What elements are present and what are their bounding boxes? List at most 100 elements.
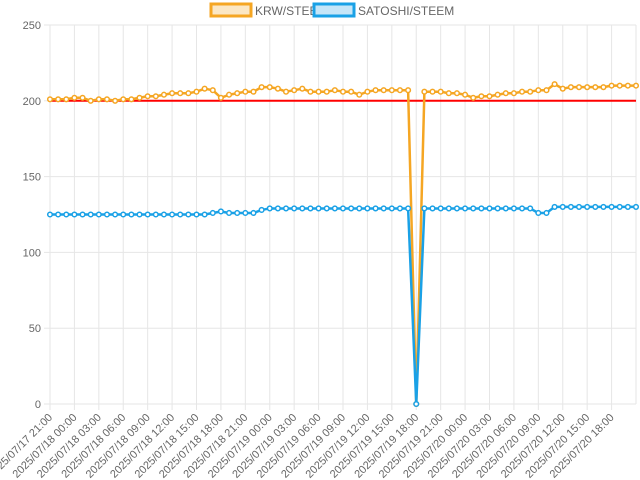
data-point-satoshi-steem[interactable] — [217, 208, 224, 215]
data-point-krw-steem[interactable] — [502, 90, 509, 97]
data-point-krw-steem[interactable] — [144, 93, 151, 100]
data-point-satoshi-steem[interactable] — [445, 205, 452, 212]
data-point-satoshi-steem[interactable] — [478, 205, 485, 212]
data-point-krw-steem[interactable] — [470, 94, 477, 101]
data-point-satoshi-steem[interactable] — [372, 205, 379, 212]
data-point-satoshi-steem[interactable] — [185, 211, 192, 218]
data-point-satoshi-steem[interactable] — [510, 205, 517, 212]
data-point-krw-steem[interactable] — [226, 91, 233, 98]
data-point-satoshi-steem[interactable] — [160, 211, 167, 218]
data-point-krw-steem[interactable] — [567, 84, 574, 91]
data-point-krw-steem[interactable] — [95, 96, 102, 103]
data-point-satoshi-steem[interactable] — [299, 205, 306, 212]
data-point-satoshi-steem[interactable] — [421, 205, 428, 212]
data-point-satoshi-steem[interactable] — [87, 211, 94, 218]
data-point-krw-steem[interactable] — [616, 82, 623, 89]
data-point-krw-steem[interactable] — [177, 90, 184, 97]
data-point-krw-steem[interactable] — [160, 91, 167, 98]
data-point-satoshi-steem[interactable] — [103, 211, 111, 218]
data-point-krw-steem[interactable] — [445, 90, 452, 97]
data-point-krw-steem[interactable] — [136, 94, 143, 101]
data-point-satoshi-steem[interactable] — [543, 209, 550, 217]
data-point-krw-steem[interactable] — [632, 82, 640, 89]
data-point-satoshi-steem[interactable] — [112, 211, 119, 218]
data-point-krw-steem[interactable] — [112, 97, 119, 104]
data-point-satoshi-steem[interactable] — [144, 211, 151, 218]
data-point-krw-steem[interactable] — [152, 93, 159, 100]
data-point-satoshi-steem[interactable] — [323, 205, 330, 212]
data-point-satoshi-steem[interactable] — [575, 203, 583, 210]
data-point-krw-steem[interactable] — [559, 85, 566, 92]
data-point-satoshi-steem[interactable] — [559, 203, 566, 210]
data-point-krw-steem[interactable] — [429, 88, 436, 95]
data-point-satoshi-steem[interactable] — [584, 203, 591, 210]
data-point-satoshi-steem[interactable] — [193, 211, 200, 218]
data-point-krw-steem[interactable] — [250, 88, 257, 95]
data-point-satoshi-steem[interactable] — [266, 205, 273, 212]
data-point-krw-steem[interactable] — [396, 87, 404, 94]
data-point-krw-steem[interactable] — [527, 88, 534, 95]
data-point-satoshi-steem[interactable] — [535, 209, 542, 217]
data-point-krw-steem[interactable] — [87, 97, 94, 104]
data-point-satoshi-steem[interactable] — [282, 205, 290, 212]
data-point-satoshi-steem[interactable] — [486, 205, 493, 212]
data-point-krw-steem[interactable] — [356, 91, 363, 98]
data-point-satoshi-steem[interactable] — [437, 205, 444, 212]
data-point-krw-steem[interactable] — [299, 85, 306, 92]
data-point-satoshi-steem[interactable] — [274, 205, 281, 212]
data-point-satoshi-steem[interactable] — [242, 209, 249, 217]
data-point-krw-steem[interactable] — [535, 87, 542, 94]
data-point-satoshi-steem[interactable] — [46, 211, 54, 218]
data-point-krw-steem[interactable] — [575, 84, 583, 91]
data-point-satoshi-steem[interactable] — [600, 203, 607, 210]
data-point-satoshi-steem[interactable] — [388, 205, 395, 212]
data-point-krw-steem[interactable] — [258, 84, 265, 91]
data-point-krw-steem[interactable] — [315, 88, 322, 95]
data-point-krw-steem[interactable] — [339, 88, 347, 95]
data-point-satoshi-steem[interactable] — [364, 205, 371, 212]
data-point-krw-steem[interactable] — [103, 96, 111, 103]
data-point-krw-steem[interactable] — [201, 85, 208, 92]
data-point-krw-steem[interactable] — [120, 96, 127, 103]
data-point-satoshi-steem[interactable] — [120, 211, 127, 218]
data-point-krw-steem[interactable] — [624, 82, 631, 89]
data-point-satoshi-steem[interactable] — [250, 209, 257, 217]
data-point-satoshi-steem[interactable] — [71, 211, 78, 218]
data-point-satoshi-steem[interactable] — [177, 211, 184, 218]
data-point-satoshi-steem[interactable] — [63, 211, 70, 218]
data-point-krw-steem[interactable] — [380, 87, 387, 94]
data-point-krw-steem[interactable] — [364, 88, 371, 95]
data-point-satoshi-steem[interactable] — [470, 205, 477, 212]
data-point-satoshi-steem[interactable] — [502, 205, 509, 212]
data-point-krw-steem[interactable] — [486, 93, 493, 100]
chart-legend[interactable]: KRW/STEEM SATOSHI/STEEM — [209, 2, 454, 18]
data-point-satoshi-steem[interactable] — [169, 211, 176, 218]
data-point-satoshi-steem[interactable] — [519, 205, 526, 212]
data-point-krw-steem[interactable] — [462, 91, 469, 98]
data-point-satoshi-steem[interactable] — [209, 209, 216, 217]
data-point-satoshi-steem[interactable] — [348, 205, 355, 212]
data-point-krw-steem[interactable] — [543, 87, 550, 94]
data-point-satoshi-steem[interactable] — [356, 205, 363, 212]
data-point-krw-steem[interactable] — [282, 88, 290, 95]
data-point-krw-steem[interactable] — [331, 87, 338, 94]
data-point-krw-steem[interactable] — [234, 90, 241, 97]
data-point-krw-steem[interactable] — [551, 81, 558, 88]
data-point-krw-steem[interactable] — [274, 85, 281, 92]
data-point-satoshi-steem[interactable] — [413, 400, 420, 408]
data-point-satoshi-steem[interactable] — [405, 205, 412, 212]
data-point-krw-steem[interactable] — [46, 96, 54, 103]
data-point-krw-steem[interactable] — [79, 94, 86, 101]
data-point-satoshi-steem[interactable] — [616, 203, 623, 210]
data-point-satoshi-steem[interactable] — [258, 206, 265, 214]
data-point-satoshi-steem[interactable] — [453, 205, 460, 212]
data-point-satoshi-steem[interactable] — [201, 211, 208, 218]
data-point-krw-steem[interactable] — [421, 88, 428, 95]
data-point-krw-steem[interactable] — [519, 88, 526, 95]
data-point-krw-steem[interactable] — [55, 96, 62, 103]
data-point-krw-steem[interactable] — [372, 87, 379, 94]
data-point-satoshi-steem[interactable] — [226, 209, 233, 217]
data-point-krw-steem[interactable] — [494, 91, 501, 98]
data-point-satoshi-steem[interactable] — [136, 211, 143, 218]
data-point-krw-steem[interactable] — [453, 90, 460, 97]
